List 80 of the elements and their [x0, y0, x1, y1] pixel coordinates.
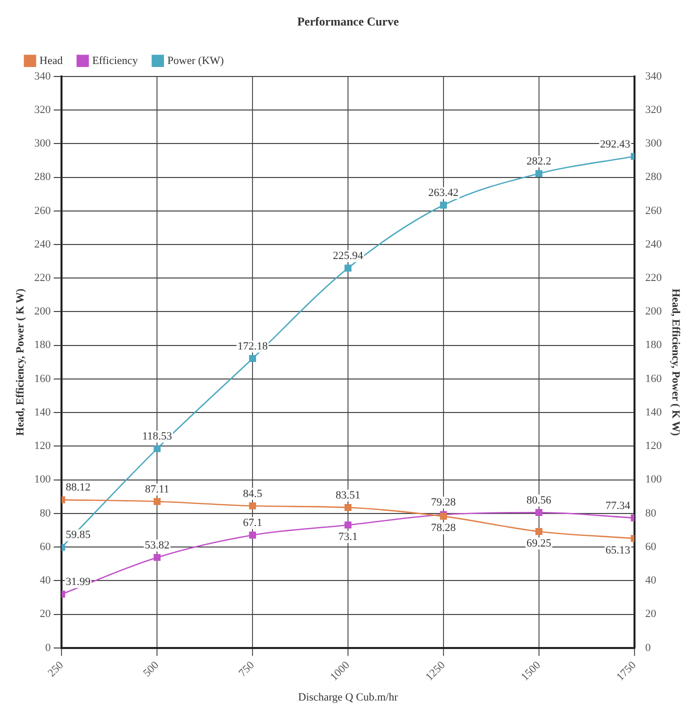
legend-label: Efficiency: [92, 54, 138, 67]
y-axis-title: Head, Efficiency, Power ( K W): [14, 288, 26, 436]
point: [535, 509, 542, 516]
x-tick-label: 750: [236, 658, 258, 680]
y-tick-label: 40: [40, 574, 52, 587]
data-label: 31.99: [66, 576, 91, 588]
data-label: 73.1: [338, 530, 358, 543]
y2-tick-label: 60: [645, 540, 657, 553]
y2-tick-label: 180: [645, 339, 662, 352]
data-label: 78.28: [431, 522, 456, 534]
y-tick-label: 240: [34, 238, 52, 250]
y2-tick-label: 120: [645, 440, 662, 452]
x-tick-label: 500: [141, 658, 162, 680]
point: [344, 264, 352, 272]
data-label: 53.82: [144, 539, 170, 552]
y-tick-label: 300: [34, 138, 52, 150]
data-label: 263.42: [428, 187, 459, 200]
point: [249, 355, 256, 362]
point: [249, 502, 256, 510]
data-label: 69.25: [526, 537, 552, 550]
point: [535, 170, 542, 178]
data-label: 77.34: [606, 500, 631, 512]
point: [154, 498, 161, 505]
y-tick-label: 80: [40, 507, 52, 520]
data-label: 118.53: [142, 430, 173, 443]
y2-tick-label: 320: [645, 104, 662, 116]
y-tick-label: 260: [34, 204, 52, 217]
y2-tick-label: 220: [645, 272, 662, 284]
y2-tick-label: 240: [645, 238, 662, 250]
x-axis-title: Discharge Q Cub.m/hr: [298, 691, 398, 704]
y2-tick-label: 340: [645, 70, 662, 82]
y2-tick-label: 300: [645, 138, 662, 150]
data-label: 80.56: [526, 494, 552, 506]
data-label: 88.12: [66, 482, 90, 494]
y-tick-label: 120: [34, 440, 52, 452]
y-tick-label: 140: [34, 406, 52, 418]
y-tick-label: 100: [34, 474, 52, 486]
y-tick-label: 320: [34, 104, 52, 116]
chart-title: Performance Curve: [297, 14, 400, 28]
data-label: 172.18: [237, 340, 268, 352]
point: [344, 504, 352, 512]
data-label: 67.1: [242, 517, 262, 530]
data-label: 87.11: [144, 483, 170, 496]
y2-tick-label: 80: [645, 507, 657, 520]
y-tick-label: 200: [34, 306, 52, 318]
x-tick-label: 250: [46, 658, 66, 680]
y2-tick-label: 260: [645, 204, 662, 217]
point: [249, 532, 256, 539]
y-tick-label: 160: [34, 372, 52, 385]
y2-tick-label: 160: [645, 372, 662, 385]
point: [440, 202, 447, 209]
point: [344, 522, 352, 529]
y2-tick-label: 20: [645, 608, 657, 620]
data-label: 292.43: [600, 138, 631, 150]
y2-tick-label: 100: [645, 474, 662, 486]
y-tick-label: 340: [34, 70, 52, 82]
y-tick-label: 60: [40, 540, 52, 553]
data-label: 65.13: [606, 544, 631, 556]
y2-tick-label: 40: [645, 574, 657, 587]
point: [154, 554, 161, 561]
y-tick-label: 280: [34, 171, 52, 184]
data-label: 282.2: [526, 155, 552, 168]
y2-tick-label: 200: [645, 306, 662, 318]
legend-label: Head: [40, 54, 64, 67]
y-tick-label: 180: [34, 339, 52, 352]
data-label: 79.28: [431, 496, 456, 509]
y-tick-label: 20: [40, 608, 52, 620]
data-label: 83.51: [336, 489, 360, 502]
data-label: 84.5: [242, 488, 263, 500]
y-tick-label: 220: [34, 272, 52, 284]
legend-label: Power (KW): [167, 54, 224, 67]
y2-tick-label: 280: [645, 171, 662, 184]
y2-tick-label: 0: [645, 642, 652, 654]
y2-tick-label: 140: [645, 406, 662, 418]
point: [154, 445, 161, 452]
y-tick-label: 0: [45, 642, 52, 654]
point: [535, 528, 542, 535]
data-label: 225.94: [332, 250, 364, 262]
y2-axis-title: Head, Efficiency, Power ( K W): [670, 288, 682, 436]
data-label: 59.85: [66, 529, 91, 542]
